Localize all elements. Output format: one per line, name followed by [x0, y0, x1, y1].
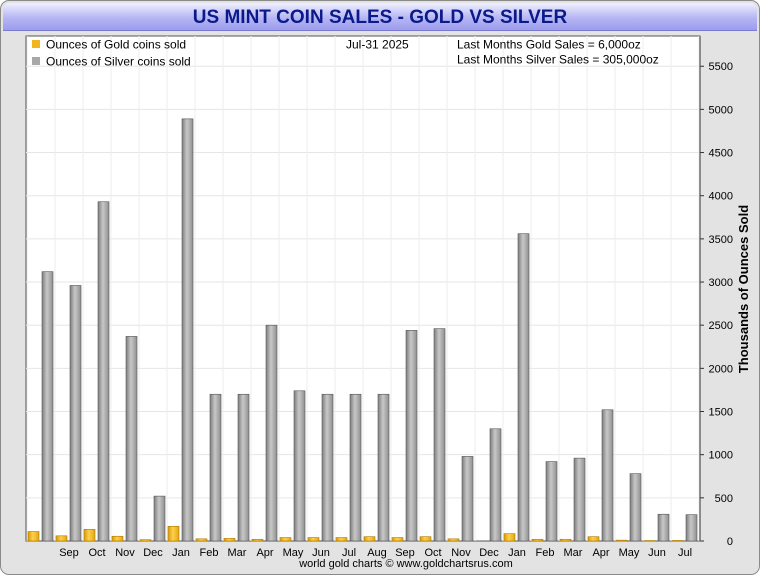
- bar-silver: [657, 513, 670, 542]
- bar-silver: [433, 328, 446, 542]
- bar-silver: [125, 336, 138, 542]
- y-tick-label: 2000: [709, 363, 733, 375]
- bar-gold: [251, 538, 264, 542]
- x-tick-label: Dec: [143, 547, 163, 559]
- bar-gold: [111, 535, 124, 542]
- grid-lines: [26, 36, 700, 541]
- bar-silver: [321, 393, 334, 542]
- bar-gold: [307, 537, 320, 542]
- x-tick-label: Jan: [172, 547, 190, 559]
- chart-title: US MINT COIN SALES - GOLD VS SILVER: [192, 7, 568, 28]
- x-tick-label: Sep: [395, 547, 415, 559]
- y-tick-label: 5000: [709, 104, 733, 116]
- bar-silver: [97, 201, 110, 542]
- y-tick-label: 1000: [709, 450, 733, 462]
- y-tick-label: 4500: [709, 148, 733, 160]
- bar-silver: [629, 473, 642, 542]
- y-axis-label: Thousands of Ounces Sold: [736, 205, 751, 373]
- bar-silver: [41, 271, 54, 542]
- x-tick-label: Nov: [451, 547, 471, 559]
- bar-gold: [83, 529, 96, 542]
- x-tick-label: Nov: [115, 547, 135, 559]
- y-tick-label: 4000: [709, 191, 733, 203]
- bar-silver: [573, 457, 586, 542]
- bar-gold: [587, 536, 600, 542]
- legend-gold-label: Ounces of Gold coins sold: [46, 38, 186, 52]
- x-axis-ticks: Sep Oct Nov Dec Jan Feb Mar Apr May Jun Jul Aug Sep O…: [59, 547, 692, 559]
- bar-gold: [531, 538, 544, 542]
- bar-silver: [685, 514, 698, 542]
- y-tick-label: 3500: [709, 234, 733, 246]
- bar-silver: [153, 495, 166, 542]
- bar-gold: [55, 535, 68, 542]
- x-tick-label: May: [619, 547, 640, 559]
- bar-gold: [559, 538, 572, 542]
- bar-gold: [223, 538, 236, 542]
- bar-silver: [405, 330, 418, 542]
- date-label: Jul-31 2025: [346, 38, 409, 52]
- bar-silver: [237, 393, 250, 542]
- y-tick-label: 500: [715, 493, 733, 505]
- bar-gold: [671, 540, 684, 542]
- bar-silver: [181, 118, 194, 542]
- bar-silver: [349, 393, 362, 542]
- legend-silver-label: Ounces of Silver coins sold: [46, 55, 191, 69]
- bar-silver: [69, 285, 82, 542]
- bar-silver: [209, 393, 222, 542]
- x-tick-label: Feb: [536, 547, 555, 559]
- bar-silver: [293, 390, 306, 542]
- bar-gold: [503, 533, 516, 542]
- bar-silver: [545, 461, 558, 542]
- x-tick-label: May: [283, 547, 304, 559]
- last-month-silver: Last Months Silver Sales = 305,000oz: [457, 53, 659, 67]
- y-tick-label: 5500: [709, 61, 733, 73]
- x-tick-label: Oct: [424, 547, 441, 559]
- bar-gold: [419, 536, 432, 542]
- legend-silver-swatch: [32, 57, 40, 65]
- bar-gold: [363, 536, 376, 542]
- x-tick-label: Mar: [228, 547, 247, 559]
- y-axis-ticks: 0 500 1000 1500 2000 2500 3000 3500 4000 4500 5000…: [700, 61, 733, 548]
- x-tick-label: Jun: [648, 547, 666, 559]
- bar-silver: [517, 233, 530, 542]
- bar-gold: [335, 537, 348, 542]
- y-tick-label: 1500: [709, 407, 733, 419]
- x-tick-label: Dec: [479, 547, 499, 559]
- y-tick-label: 3000: [709, 277, 733, 289]
- bar-gold: [27, 531, 40, 542]
- bar-silver: [377, 393, 390, 542]
- title-bar: US MINT COIN SALES - GOLD VS SILVER: [3, 3, 757, 31]
- bar-silver: [265, 324, 278, 542]
- bar-gold: [447, 538, 460, 542]
- bar-gold: [139, 539, 152, 542]
- bar-gold: [279, 537, 292, 542]
- last-month-gold: Last Months Gold Sales = 6,000oz: [457, 38, 641, 52]
- x-tick-label: Jul: [678, 547, 692, 559]
- bar-gold: [391, 537, 404, 542]
- bar-silver: [461, 456, 474, 542]
- x-tick-label: Jan: [508, 547, 526, 559]
- x-tick-label: Apr: [592, 547, 609, 559]
- x-tick-label: Jun: [312, 547, 330, 559]
- y-tick-label: 0: [727, 536, 733, 548]
- bar-silver: [601, 409, 614, 542]
- bar-gold: [615, 539, 628, 542]
- x-tick-label: Oct: [88, 547, 105, 559]
- x-tick-label: Feb: [200, 547, 219, 559]
- legend-gold-swatch: [32, 40, 40, 48]
- x-tick-label: Mar: [564, 547, 583, 559]
- x-tick-label: Jul: [342, 547, 356, 559]
- bar-gold: [195, 538, 208, 542]
- y-tick-label: 2500: [709, 320, 733, 332]
- x-tick-label: Sep: [59, 547, 79, 559]
- bar-silver: [489, 428, 502, 542]
- x-tick-label: Apr: [256, 547, 273, 559]
- footer-credit: world gold charts © www.goldchartsrus.co…: [299, 558, 513, 570]
- x-tick-label: Aug: [367, 547, 387, 559]
- bars-group: [27, 118, 698, 542]
- bar-gold: [167, 526, 180, 542]
